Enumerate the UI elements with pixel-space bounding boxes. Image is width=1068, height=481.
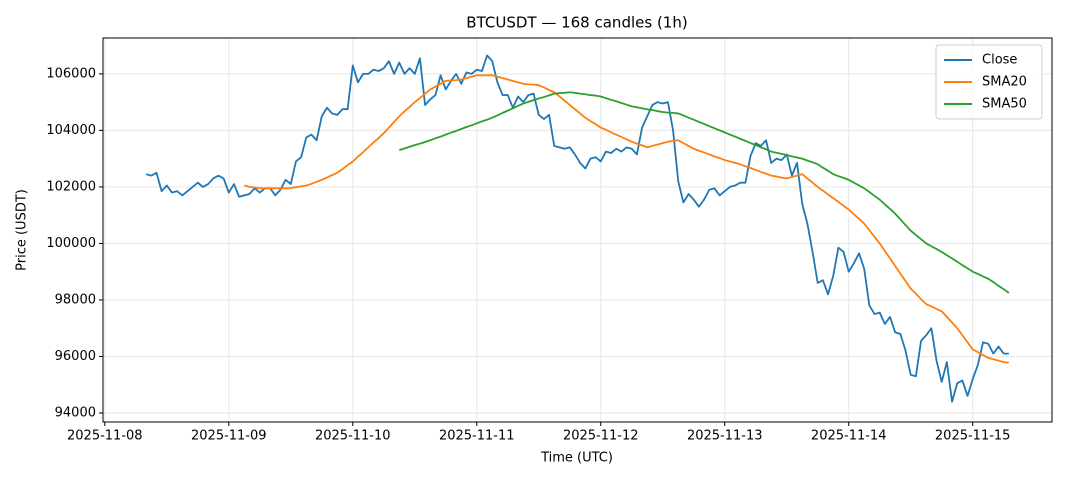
x-axis-label: Time (UTC) — [540, 451, 613, 466]
series-line — [398, 91, 1010, 294]
y-tick-label: 94000 — [55, 405, 96, 420]
legend-box — [935, 44, 1043, 120]
x-tick-label: 2025-11-10 — [315, 429, 391, 444]
x-tick-label: 2025-11-13 — [687, 429, 763, 444]
x-tick-label: 2025-11-08 — [67, 429, 143, 444]
chart-title: BTCUSDT — 168 candles (1h) — [466, 14, 687, 32]
legend-label: Close — [982, 53, 1017, 68]
y-tick-label: 106000 — [46, 66, 96, 81]
axes: 94000 96000 98000 100000 102000 104000 106000 2… — [46, 66, 1010, 443]
plot-area — [145, 54, 1010, 403]
legend-label: SMA50 — [982, 97, 1027, 112]
x-tick-label: 2025-11-14 — [811, 429, 887, 444]
series-line — [145, 54, 1009, 403]
y-tick-label: 98000 — [55, 292, 96, 307]
series-line — [244, 74, 1009, 364]
grid — [103, 38, 1052, 422]
x-tick-label: 2025-11-09 — [191, 429, 267, 444]
legend: Close SMA20 SMA50 — [935, 44, 1043, 120]
plot-frame — [102, 37, 1053, 423]
y-tick-label: 104000 — [46, 123, 96, 138]
y-axis-label: Price (USDT) — [15, 189, 30, 271]
x-tick-label: 2025-11-15 — [935, 429, 1011, 444]
legend-label: SMA20 — [982, 75, 1027, 90]
y-tick-label: 102000 — [46, 179, 96, 194]
x-tick-label: 2025-11-11 — [439, 429, 515, 444]
x-tick-label: 2025-11-12 — [563, 429, 639, 444]
y-tick-label: 100000 — [46, 236, 96, 251]
y-tick-label: 96000 — [55, 349, 96, 364]
